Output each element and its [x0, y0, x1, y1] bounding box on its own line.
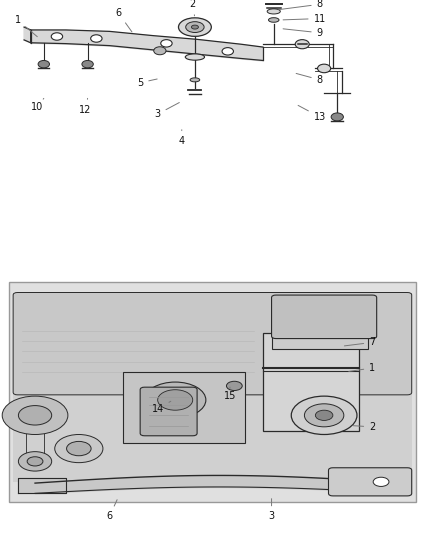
- Circle shape: [226, 381, 242, 391]
- Circle shape: [18, 451, 52, 471]
- Ellipse shape: [191, 25, 198, 29]
- Circle shape: [318, 64, 331, 72]
- Circle shape: [158, 390, 193, 410]
- Text: 5: 5: [137, 78, 157, 88]
- Polygon shape: [18, 478, 66, 494]
- Circle shape: [291, 396, 357, 434]
- FancyBboxPatch shape: [13, 293, 412, 395]
- Text: 14: 14: [152, 401, 171, 414]
- FancyBboxPatch shape: [13, 293, 412, 482]
- Ellipse shape: [186, 22, 204, 33]
- Circle shape: [304, 404, 344, 427]
- Text: 4: 4: [179, 130, 185, 146]
- Ellipse shape: [185, 54, 205, 60]
- Bar: [123, 372, 245, 443]
- Circle shape: [222, 47, 233, 55]
- Circle shape: [67, 441, 91, 456]
- Circle shape: [18, 406, 52, 425]
- Bar: [272, 326, 368, 349]
- Text: 13: 13: [298, 106, 326, 122]
- Circle shape: [55, 434, 103, 463]
- Text: 8: 8: [279, 0, 323, 10]
- Circle shape: [161, 39, 172, 47]
- Circle shape: [2, 396, 68, 434]
- Text: 2: 2: [353, 422, 375, 432]
- Bar: [263, 334, 359, 431]
- Text: 11: 11: [283, 13, 326, 23]
- Text: 9: 9: [283, 28, 323, 38]
- Text: 6: 6: [106, 500, 117, 521]
- Text: 1: 1: [349, 363, 375, 373]
- Circle shape: [38, 60, 49, 68]
- Circle shape: [154, 47, 166, 55]
- Text: 6: 6: [115, 8, 132, 32]
- Text: 8: 8: [296, 74, 323, 85]
- Ellipse shape: [178, 18, 211, 36]
- Ellipse shape: [267, 9, 280, 14]
- Ellipse shape: [268, 18, 279, 22]
- Circle shape: [51, 33, 63, 40]
- Text: 1: 1: [14, 15, 37, 37]
- Text: 15: 15: [224, 387, 236, 401]
- Circle shape: [373, 477, 389, 487]
- FancyBboxPatch shape: [328, 468, 412, 496]
- Text: 3: 3: [155, 102, 179, 119]
- Text: 12: 12: [79, 99, 92, 115]
- Ellipse shape: [190, 78, 200, 82]
- Polygon shape: [24, 27, 31, 43]
- Text: 7: 7: [344, 337, 375, 348]
- Circle shape: [27, 457, 43, 466]
- Circle shape: [82, 60, 93, 68]
- Bar: [9, 282, 416, 502]
- Text: 10: 10: [31, 99, 44, 112]
- Text: 3: 3: [268, 499, 275, 521]
- FancyBboxPatch shape: [140, 387, 197, 436]
- Circle shape: [91, 35, 102, 42]
- Circle shape: [331, 113, 343, 121]
- Circle shape: [145, 382, 206, 418]
- Text: 2: 2: [190, 0, 196, 16]
- Circle shape: [295, 39, 309, 49]
- Circle shape: [315, 410, 333, 421]
- FancyBboxPatch shape: [272, 295, 377, 338]
